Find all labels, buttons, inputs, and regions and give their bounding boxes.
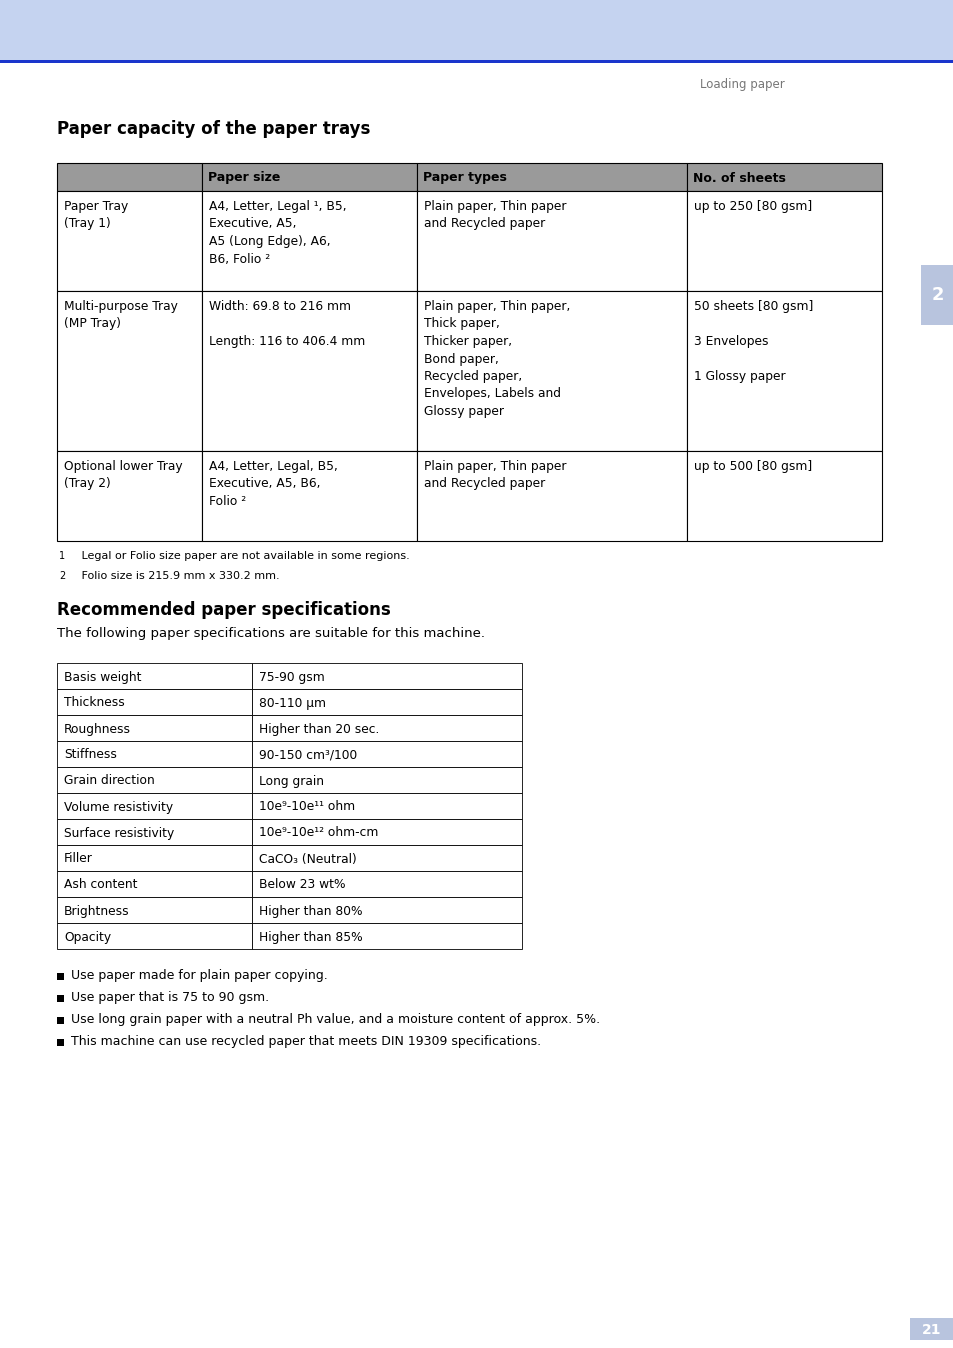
Bar [0, 0, 953, 61]
Text: Paper Tray
(Tray 1): Paper Tray (Tray 1) [64, 200, 128, 231]
Text: Roughness: Roughness [64, 723, 131, 736]
Bar [252, 793, 521, 820]
Bar [686, 191, 882, 291]
Bar [57, 896, 252, 923]
Bar [57, 1016, 64, 1024]
Text: No. of sheets: No. of sheets [692, 171, 785, 185]
Bar [252, 871, 521, 896]
Bar [57, 291, 202, 452]
Bar [57, 663, 252, 689]
Bar [202, 163, 416, 191]
Text: Plain paper, Thin paper,
Thick paper,
Thicker paper,
Bond paper,
Recycled paper,: Plain paper, Thin paper, Thick paper, Th… [423, 301, 570, 418]
Text: Below 23 wt%: Below 23 wt% [258, 879, 345, 891]
Bar [252, 741, 521, 767]
Text: 50 sheets [80 gsm]

3 Envelopes

1 Glossy paper: 50 sheets [80 gsm] 3 Envelopes 1 Glossy … [693, 301, 813, 383]
Text: up to 500 [80 gsm]: up to 500 [80 gsm] [693, 460, 811, 473]
Text: Paper size: Paper size [208, 171, 280, 185]
Bar [416, 163, 686, 191]
Bar [57, 1039, 64, 1046]
Text: 10e⁹-10e¹¹ ohm: 10e⁹-10e¹¹ ohm [258, 801, 355, 813]
Bar [909, 1318, 953, 1340]
Text: Higher than 20 sec.: Higher than 20 sec. [258, 723, 379, 736]
Text: The following paper specifications are suitable for this machine.: The following paper specifications are s… [57, 627, 484, 640]
Bar [252, 663, 521, 689]
Bar [202, 452, 416, 541]
Text: Ash content: Ash content [64, 879, 137, 891]
Bar [57, 452, 202, 541]
Bar [57, 820, 252, 845]
Text: Grain direction: Grain direction [64, 775, 154, 787]
Bar [57, 689, 252, 714]
Text: Volume resistivity: Volume resistivity [64, 801, 172, 813]
Text: 1: 1 [59, 551, 65, 561]
Bar [202, 191, 416, 291]
Text: 90-150 cm³/100: 90-150 cm³/100 [258, 748, 356, 762]
Text: CaCO₃ (Neutral): CaCO₃ (Neutral) [258, 852, 356, 865]
Text: Thickness: Thickness [64, 697, 125, 709]
Bar [57, 995, 64, 1002]
Bar [252, 714, 521, 741]
Bar [252, 845, 521, 871]
Bar [252, 689, 521, 714]
Text: Paper types: Paper types [422, 171, 506, 185]
Text: A4, Letter, Legal, B5,
Executive, A5, B6,
Folio ²: A4, Letter, Legal, B5, Executive, A5, B6… [209, 460, 337, 508]
Bar [920, 266, 953, 325]
Text: up to 250 [80 gsm]: up to 250 [80 gsm] [693, 200, 811, 213]
Text: Filler: Filler [64, 852, 92, 865]
Bar [686, 163, 882, 191]
Text: 2: 2 [59, 572, 65, 581]
Text: Folio size is 215.9 mm x 330.2 mm.: Folio size is 215.9 mm x 330.2 mm. [71, 572, 279, 581]
Bar [57, 793, 252, 820]
Text: Width: 69.8 to 216 mm

Length: 116 to 406.4 mm: Width: 69.8 to 216 mm Length: 116 to 406… [209, 301, 365, 348]
Text: 75-90 gsm: 75-90 gsm [258, 670, 324, 683]
Text: Higher than 80%: Higher than 80% [258, 905, 362, 918]
Text: Higher than 85%: Higher than 85% [258, 930, 362, 944]
Bar [0, 61, 953, 63]
Text: Recommended paper specifications: Recommended paper specifications [57, 601, 391, 619]
Text: Use paper made for plain paper copying.: Use paper made for plain paper copying. [71, 969, 328, 981]
Bar [57, 191, 202, 291]
Text: This machine can use recycled paper that meets DIN 19309 specifications.: This machine can use recycled paper that… [71, 1035, 540, 1047]
Text: Opacity: Opacity [64, 930, 111, 944]
Text: Paper capacity of the paper trays: Paper capacity of the paper trays [57, 120, 370, 137]
Bar [202, 291, 416, 452]
Bar [252, 923, 521, 949]
Text: A4, Letter, Legal ¹, B5,
Executive, A5,
A5 (Long Edge), A6,
B6, Folio ²: A4, Letter, Legal ¹, B5, Executive, A5, … [209, 200, 346, 266]
Text: Use paper that is 75 to 90 gsm.: Use paper that is 75 to 90 gsm. [71, 991, 269, 1004]
Text: Optional lower Tray
(Tray 2): Optional lower Tray (Tray 2) [64, 460, 182, 491]
Bar [252, 896, 521, 923]
Bar [416, 452, 686, 541]
Bar [57, 973, 64, 980]
Bar [57, 871, 252, 896]
Bar [252, 767, 521, 793]
Bar [57, 767, 252, 793]
Text: 10e⁹-10e¹² ohm-cm: 10e⁹-10e¹² ohm-cm [258, 826, 378, 840]
Bar [57, 845, 252, 871]
Bar [686, 291, 882, 452]
Text: Loading paper: Loading paper [700, 78, 784, 92]
Bar [252, 820, 521, 845]
Text: 80-110 μm: 80-110 μm [258, 697, 326, 709]
Text: 2: 2 [930, 286, 943, 305]
Text: Multi-purpose Tray
(MP Tray): Multi-purpose Tray (MP Tray) [64, 301, 177, 330]
Bar [57, 923, 252, 949]
Bar [416, 191, 686, 291]
Text: Plain paper, Thin paper
and Recycled paper: Plain paper, Thin paper and Recycled pap… [423, 200, 566, 231]
Text: Plain paper, Thin paper
and Recycled paper: Plain paper, Thin paper and Recycled pap… [423, 460, 566, 491]
Text: Brightness: Brightness [64, 905, 130, 918]
Bar [57, 163, 202, 191]
Text: Legal or Folio size paper are not available in some regions.: Legal or Folio size paper are not availa… [71, 551, 410, 561]
Text: Stiffness: Stiffness [64, 748, 117, 762]
Text: Long grain: Long grain [258, 775, 324, 787]
Text: Basis weight: Basis weight [64, 670, 141, 683]
Text: 21: 21 [922, 1322, 941, 1337]
Text: Use long grain paper with a neutral Ph value, and a moisture content of approx. : Use long grain paper with a neutral Ph v… [71, 1012, 599, 1026]
Bar [57, 741, 252, 767]
Bar [57, 714, 252, 741]
Text: Surface resistivity: Surface resistivity [64, 826, 174, 840]
Bar [686, 452, 882, 541]
Bar [416, 291, 686, 452]
